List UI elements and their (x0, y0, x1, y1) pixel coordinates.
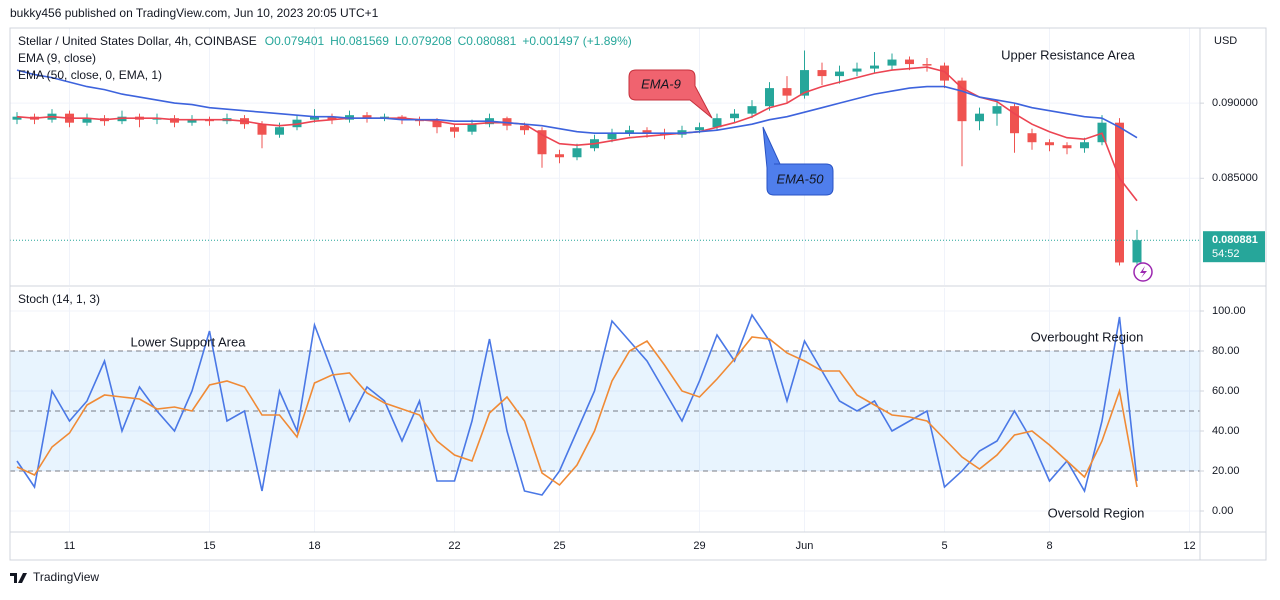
candle-body (835, 71, 844, 77)
callout-shape (628, 69, 713, 119)
symbol-title: Stellar / United States Dollar, 4h, COIN… (18, 34, 257, 48)
indicator-line (16, 336, 1138, 488)
x-tick-label: 22 (448, 540, 460, 552)
x-tick-label: 8 (1046, 540, 1052, 552)
last-price-box (1203, 231, 1265, 263)
indicator-line (16, 313, 1138, 496)
candle-body (765, 88, 774, 107)
candle-body (992, 106, 1002, 114)
stoch-legend: Stoch (14, 1, 3) (18, 292, 100, 306)
x-tick-label: 11 (64, 540, 75, 552)
candle-body (730, 113, 739, 119)
alert-icon (1133, 262, 1153, 282)
candle-body (520, 125, 529, 131)
x-tick-label: 18 (308, 540, 320, 552)
x-tick-label: 5 (941, 540, 947, 552)
brand: TradingView (10, 570, 99, 584)
legend-ema50: EMA (50, close, 0, EMA, 1) (18, 68, 162, 82)
candle-body (817, 70, 827, 77)
brand-logo (10, 573, 27, 583)
y-tick-label: 0.085000 (1212, 172, 1258, 184)
candle-body (607, 133, 617, 140)
candle-body (957, 80, 967, 122)
candle-body (1080, 142, 1089, 149)
annotation: Upper Resistance Area (1001, 47, 1135, 62)
indicator-line (16, 66, 1138, 202)
candle-body (782, 88, 792, 96)
last-price-label: 0.080881 (1212, 234, 1258, 246)
candle-body (922, 64, 932, 66)
candle-body (555, 154, 564, 158)
y-tick-label: 0.00 (1212, 505, 1233, 517)
ohlc-change: +0.001497 (+1.89%) (522, 34, 631, 48)
candle-body (852, 68, 862, 72)
brand-name: TradingView (33, 570, 99, 584)
annotation: Oversold Region (1048, 505, 1145, 520)
candle-body (450, 127, 459, 132)
candle-body (1027, 133, 1037, 143)
symbol-legend: Stellar / United States Dollar, 4h, COIN… (18, 34, 632, 48)
annotation: Lower Support Area (131, 334, 247, 349)
candle-body (12, 116, 22, 120)
candle-body (905, 59, 914, 65)
y-tick-label: 60.00 (1212, 385, 1240, 397)
callout-shape (762, 126, 834, 196)
candle-body (362, 115, 372, 119)
candle-body (940, 65, 949, 81)
candle-body (275, 127, 284, 135)
axis-currency: USD (1214, 35, 1237, 47)
grid-layer (10, 28, 1200, 532)
y-tick-label: 40.00 (1212, 425, 1240, 437)
annotation: Overbought Region (1031, 329, 1144, 344)
marks-layer (10, 50, 1200, 496)
candle-body (712, 118, 722, 128)
candle-body (1062, 145, 1072, 149)
candle-body (747, 106, 757, 114)
publish-line: bukky456 published on TradingView.com, J… (10, 6, 379, 20)
callout-ema9: EMA-9 (628, 69, 713, 119)
indicator-line (16, 69, 1138, 139)
candle-body (432, 121, 442, 128)
alert-bolt (1140, 266, 1147, 278)
candle-body (257, 124, 267, 135)
candle-body (1115, 122, 1124, 263)
ohlc-open: O0.079401 (265, 34, 325, 48)
ohlc-close: C0.080881 (458, 34, 517, 48)
x-tick-label: 25 (553, 540, 565, 552)
candle-body (310, 116, 319, 120)
x-tick-label: 29 (693, 540, 705, 552)
ohlc-low: L0.079208 (395, 34, 452, 48)
countdown-label: 54:52 (1212, 248, 1240, 260)
y-tick-label: 0.090000 (1212, 97, 1258, 109)
ohlc-high: H0.081569 (330, 34, 389, 48)
x-tick-label: Jun (796, 540, 814, 552)
candle-body (975, 113, 984, 122)
candle-body (537, 130, 547, 155)
candle-body (642, 130, 652, 134)
annotation: EMA-9 (641, 76, 681, 91)
candle-body (1132, 240, 1142, 263)
x-tick-label: 12 (1183, 540, 1195, 552)
candle-body (82, 118, 92, 123)
candle-body (572, 148, 582, 158)
candle-body (187, 119, 197, 123)
candle-body (695, 127, 704, 131)
frame (9, 27, 1267, 561)
candle-body (467, 124, 477, 132)
legend-ema9: EMA (9, close) (18, 51, 96, 65)
y-tick-label: 20.00 (1212, 465, 1240, 477)
y-tick-label: 80.00 (1212, 345, 1240, 357)
candle-body (1010, 106, 1019, 134)
annotation: EMA-50 (777, 171, 825, 186)
x-tick-label: 15 (203, 540, 215, 552)
candle-body (625, 130, 634, 134)
callout-ema50: EMA-50 (762, 126, 834, 196)
candle-body (1045, 142, 1054, 146)
candle-body (870, 65, 879, 69)
candle-body (327, 116, 337, 120)
y-tick-label: 100.00 (1212, 305, 1246, 317)
candle-body (887, 59, 897, 66)
candle-body (800, 70, 809, 96)
